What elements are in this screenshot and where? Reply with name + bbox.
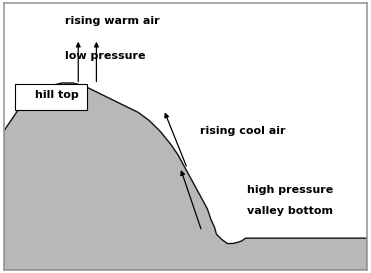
Text: high pressure: high pressure xyxy=(247,185,334,195)
Text: valley bottom: valley bottom xyxy=(247,206,333,216)
Polygon shape xyxy=(4,83,367,270)
Text: rising cool air: rising cool air xyxy=(200,126,286,136)
Text: hill top: hill top xyxy=(35,90,78,100)
FancyBboxPatch shape xyxy=(14,84,87,110)
Text: rising warm air: rising warm air xyxy=(65,16,160,26)
Text: low pressure: low pressure xyxy=(65,51,146,61)
